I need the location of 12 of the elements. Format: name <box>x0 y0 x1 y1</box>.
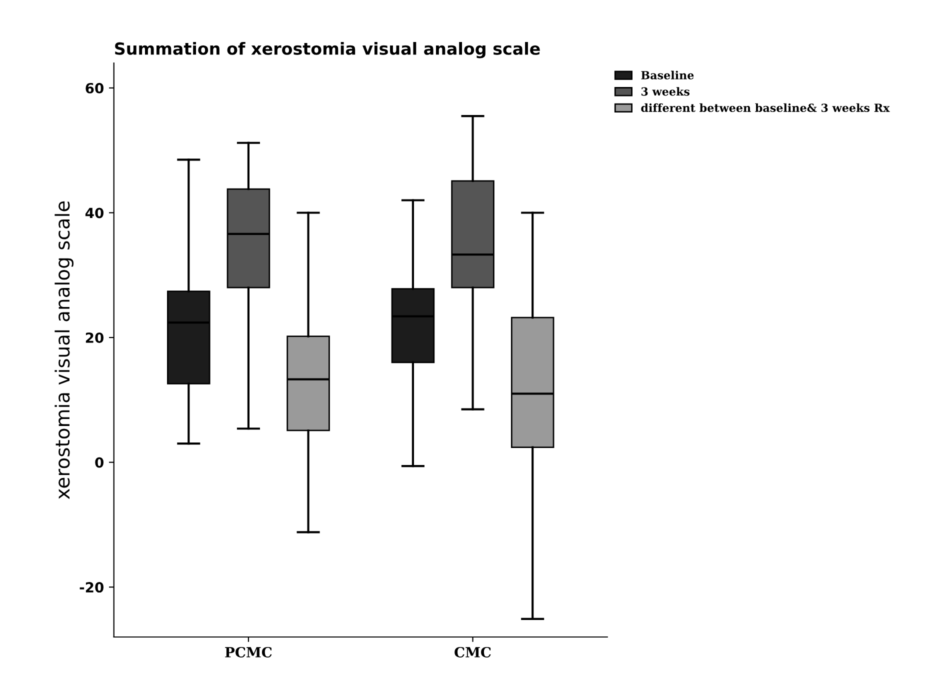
y-tick-label: 40 <box>85 208 104 218</box>
legend-label: 3 weeks <box>641 87 690 96</box>
y-tick-label: 60 <box>86 82 104 94</box>
legend-label: Baseline <box>641 70 694 80</box>
chart-title: Summation of xerostomia visual analog scale <box>115 42 540 58</box>
y-axis-title: xerostomia visual analog scale <box>54 201 74 500</box>
x-tick-label: PCMC <box>225 646 272 658</box>
x-tick-label: CMC <box>454 646 491 658</box>
y-tick-label: 0 <box>95 457 104 468</box>
y-tick-label: 20 <box>86 332 104 343</box>
y-tick-label: -20 <box>80 582 104 593</box>
legend-label: different between baseline& 3 weeks Rx <box>641 103 890 112</box>
